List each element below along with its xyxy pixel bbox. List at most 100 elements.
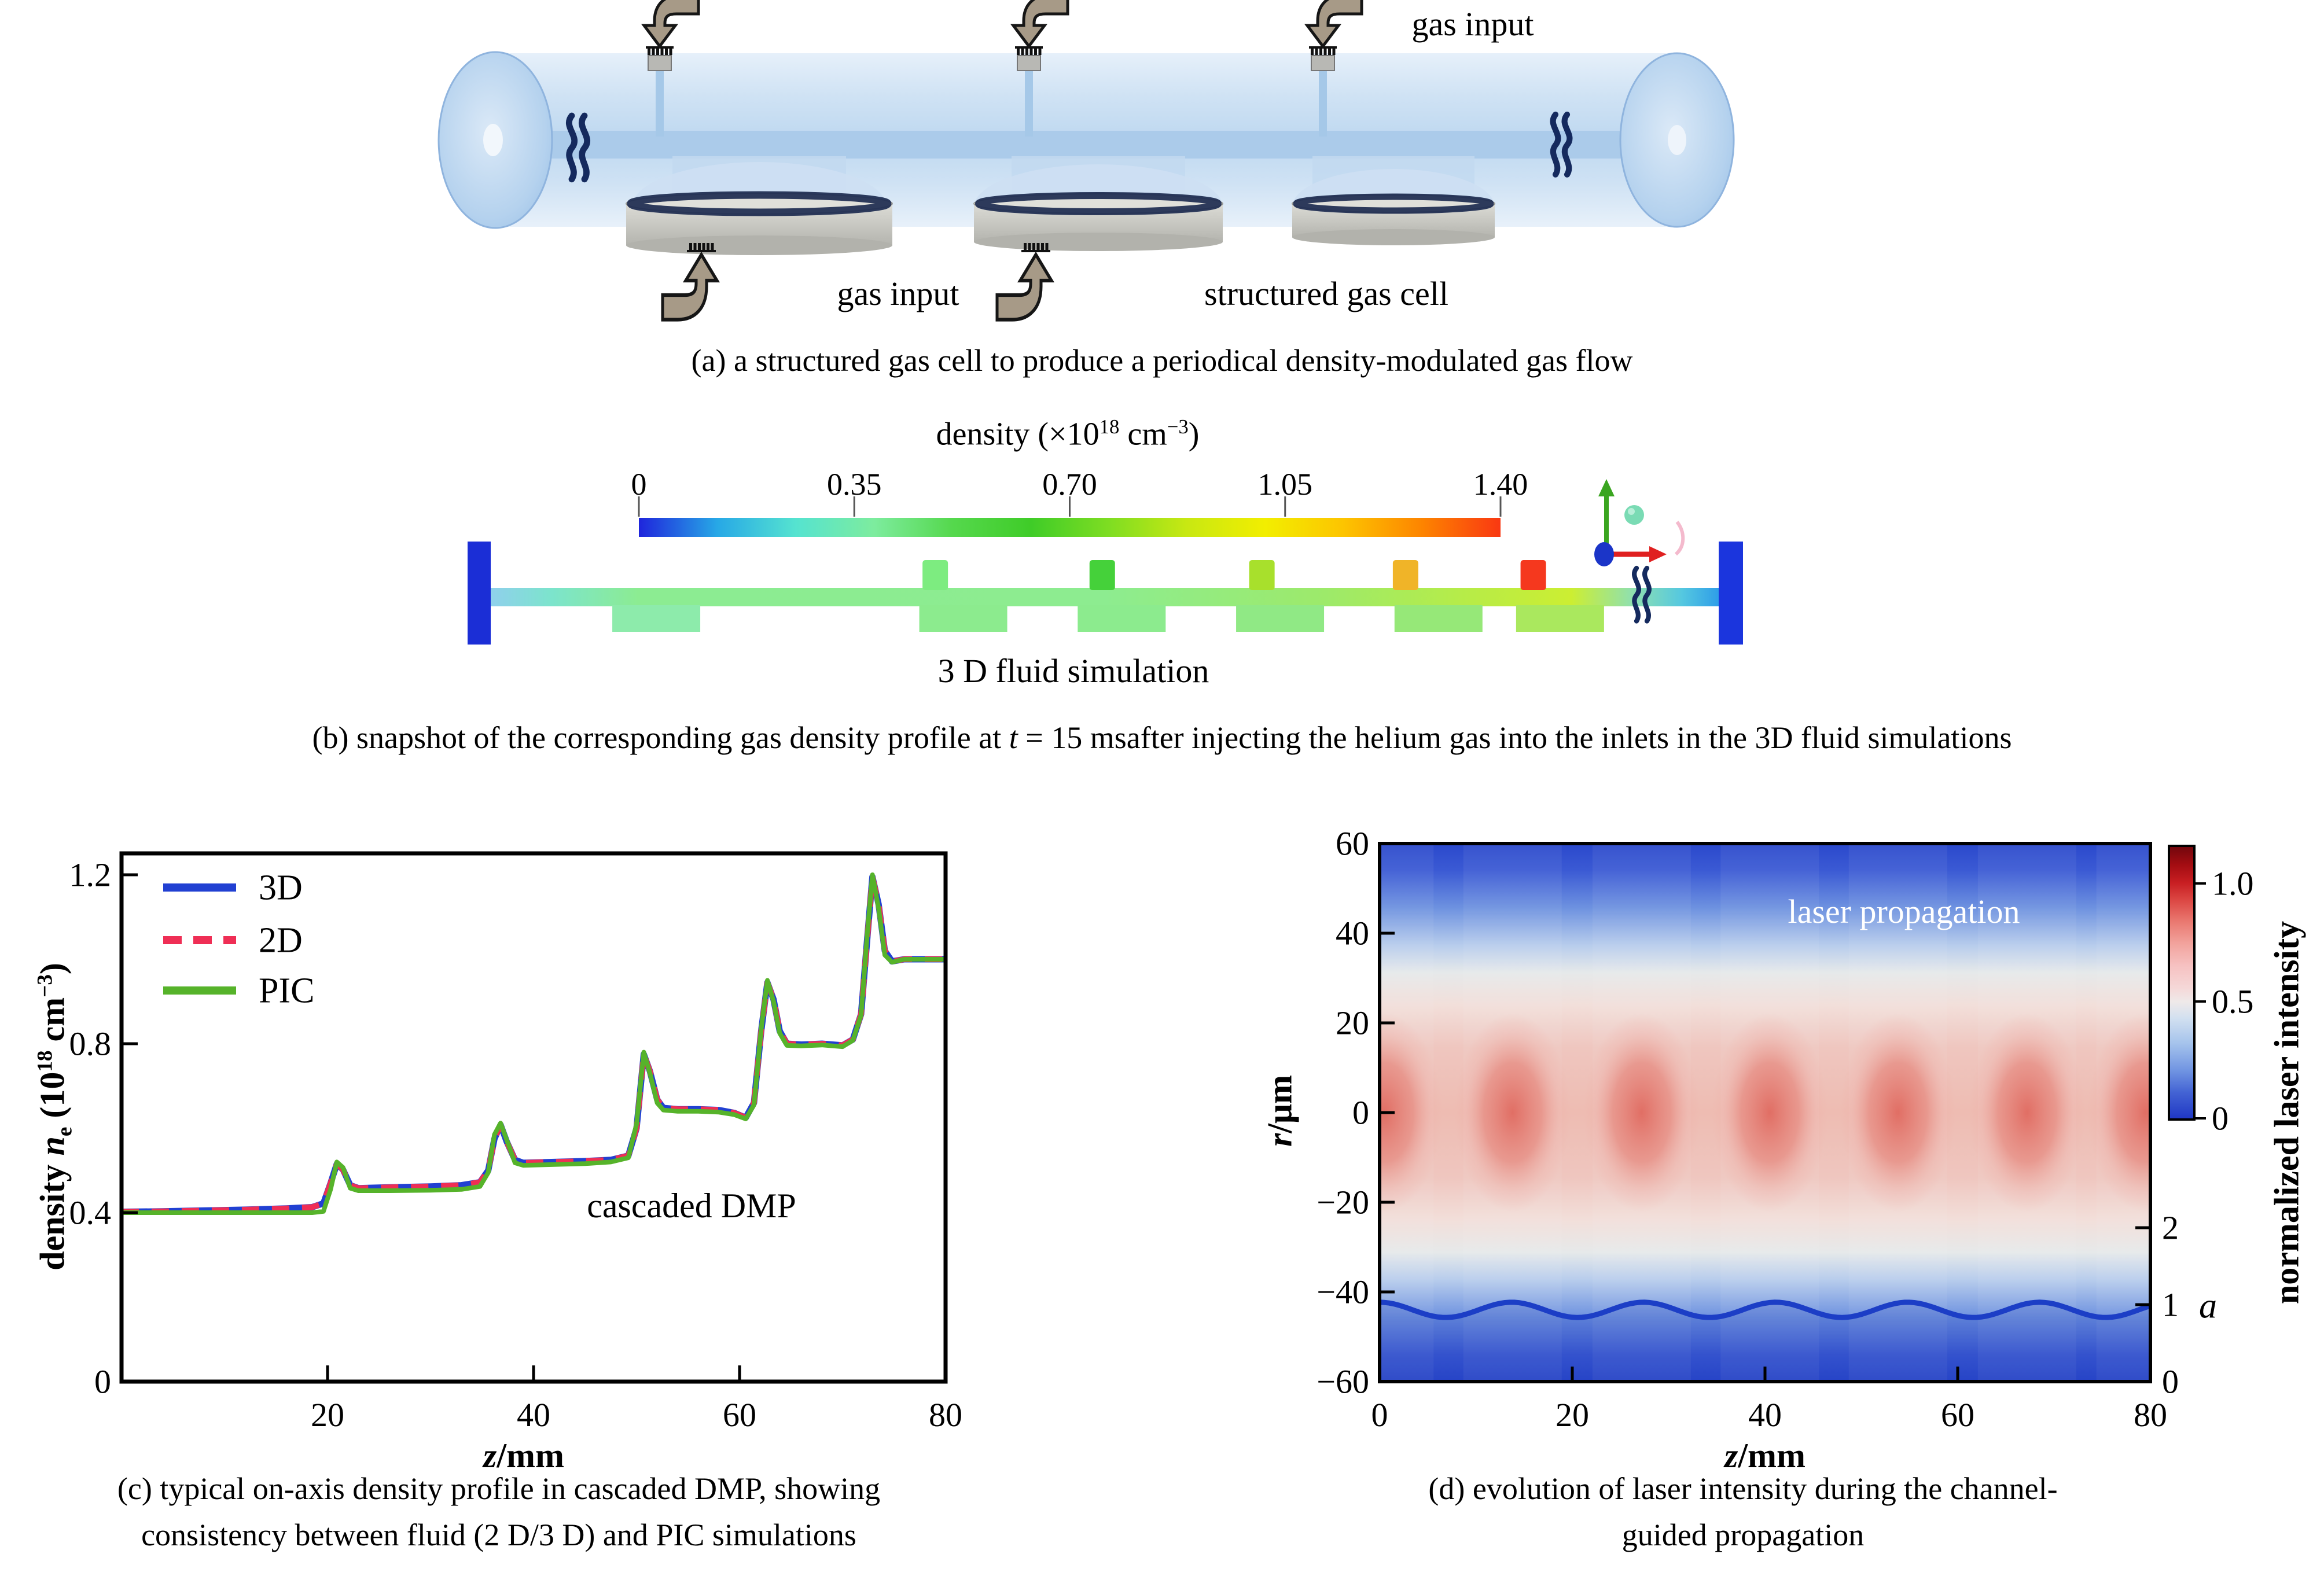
- inlet-tube: [1025, 69, 1033, 137]
- caption-b-var: t: [1009, 720, 1018, 755]
- chart-c-xtick: 80: [929, 1396, 962, 1434]
- density-colorbar-tick: 0.35: [827, 467, 882, 502]
- caption-b: (b) snapshot of the corresponding gas de…: [312, 720, 2012, 756]
- caption-b-pre: (b) snapshot of the corresponding gas de…: [312, 720, 1009, 755]
- laser-colorbar-tick: 1.0: [2212, 864, 2254, 903]
- sim-outlet-notch: [1236, 605, 1325, 632]
- xlabel-c-rest: /mm: [497, 1437, 564, 1475]
- legend-label-3d: 3D: [259, 868, 303, 908]
- legend-sample-3d: [163, 883, 236, 892]
- chart-d-xlabel: z/mm: [1724, 1436, 1805, 1476]
- gas-input-top-label: gas input: [1411, 5, 1534, 43]
- a-axis-tick: 1: [2162, 1286, 2179, 1324]
- gas-input-arrow-up-icon: [997, 255, 1051, 320]
- laser-intensity-blob: [1840, 1013, 1956, 1212]
- laser-colorbar: [2168, 845, 2196, 1121]
- chart-d-xtick: 40: [1748, 1396, 1782, 1434]
- chart-d-xtick: 80: [2134, 1396, 2167, 1434]
- gas-input-arrow-up-icon: [663, 255, 717, 320]
- density-colorbar-tick: 1.05: [1257, 467, 1313, 502]
- ylabel-c-mid2: cm: [33, 997, 72, 1051]
- sim-gas-channel: [491, 588, 1719, 606]
- chart-d-ytick: 0: [1352, 1093, 1369, 1132]
- laser-intensity-blob: [2087, 1013, 2150, 1212]
- density-colorbar-tick: 0: [631, 467, 647, 502]
- gas-input-arrow-down-icon: [644, 0, 698, 46]
- spot-boundary-line: [1380, 1299, 2150, 1320]
- a-axis-label: a: [2199, 1286, 2217, 1326]
- sim-label: 3 D fluid simulation: [937, 652, 1209, 690]
- density-colorbar-tick: 1.40: [1473, 467, 1528, 502]
- ylabel-c-mid: (10: [33, 1071, 72, 1127]
- a-axis-tick: 0: [2162, 1363, 2179, 1401]
- sim-inlet-spike: [1089, 560, 1115, 590]
- chart-d-ytick: −20: [1317, 1183, 1369, 1221]
- laser-colorbar-tick: 0: [2212, 1099, 2229, 1137]
- legend-label-2d: 2D: [259, 920, 303, 960]
- sim-outlet-notch: [919, 605, 1007, 632]
- sim-outlet-notch: [1516, 605, 1604, 632]
- xlabel-c-var: z: [483, 1437, 497, 1475]
- colorbar-title-sup1: 18: [1099, 415, 1120, 438]
- chart-d-xtick: 60: [1941, 1396, 1974, 1434]
- sim-inlet-spike: [1520, 560, 1546, 590]
- chart-c-ytick: 1.2: [69, 856, 112, 894]
- xlabel-d-var: z: [1724, 1437, 1738, 1475]
- chart-c-xtick: 40: [517, 1396, 550, 1434]
- inlet-cap: [648, 55, 672, 71]
- density-colorbar-tick: 0.70: [1042, 467, 1097, 502]
- series-pic: [122, 872, 946, 1215]
- gas-inlet-tubes: [646, 46, 1337, 137]
- chart-c-annotation: cascaded DMP: [587, 1187, 796, 1225]
- a-axis-tick: 2: [2162, 1209, 2179, 1247]
- laser-intensity-heatmap: [1378, 842, 2206, 1383]
- chart-c-ytick: 0.4: [69, 1194, 112, 1232]
- caption-d-line1: (d) evolution of laser intensity during …: [1428, 1471, 2058, 1506]
- colorbar-title-sup2: −3: [1167, 415, 1189, 438]
- xlabel-d-rest: /mm: [1738, 1437, 1805, 1475]
- chart-c-ytick: 0.8: [69, 1025, 112, 1063]
- inlet-tube: [656, 69, 664, 137]
- density-profile-chart: [119, 851, 948, 1384]
- coordinate-axes-icon: [1594, 479, 1685, 566]
- sim-outlet-notch: [1394, 605, 1483, 632]
- legend-sample-2d: [163, 936, 236, 944]
- chart-c-ytick: 0: [94, 1363, 111, 1401]
- laser-intensity-blob: [1454, 1013, 1571, 1212]
- legend-sample-pic: [163, 986, 236, 995]
- sim-outlet-notch: [1078, 605, 1166, 632]
- caption-c-line1: (c) typical on-axis density profile in c…: [117, 1471, 881, 1506]
- tube-end-hole-right: [1668, 125, 1686, 155]
- sim-inlet-spikes: [922, 560, 1546, 590]
- sim-outlet-notches: [612, 605, 1604, 632]
- fluid-sim-panel: [468, 479, 1743, 645]
- ylabel-c-pre: density: [33, 1155, 72, 1271]
- laser-colorbar-label: normalized laser intensity: [2267, 920, 2306, 1305]
- chart-d-ytick: −60: [1317, 1363, 1369, 1401]
- gas-outlet-assemblies: [626, 156, 1495, 255]
- ylabel-c-var: n: [33, 1136, 72, 1156]
- ylabel-c-post: ): [33, 963, 72, 975]
- density-colorbar: [639, 518, 1501, 537]
- chart-c-xlabel: z/mm: [483, 1436, 564, 1476]
- caption-b-post: = 15 msafter injecting the helium gas in…: [1017, 720, 2012, 755]
- gas-flow-arrows: [644, 0, 1362, 320]
- tube-end-hole-left: [483, 124, 503, 156]
- chart-c-xtick: 20: [311, 1396, 344, 1434]
- inlet-cap: [1017, 55, 1041, 71]
- laser-intensity-blob: [1583, 1013, 1700, 1212]
- colorbar-title-post: ): [1188, 416, 1200, 452]
- gas-cell-diagram: [437, 0, 1735, 320]
- ylabel-c-sub: e: [53, 1126, 77, 1137]
- caption-d-line2: guided propagation: [1621, 1518, 1865, 1552]
- colorbar-title-pre: density (×10: [936, 416, 1100, 452]
- density-colorbar-title: density (×1018 cm−3): [936, 415, 1200, 453]
- inlet-cap: [1311, 55, 1335, 71]
- chart-d-ytick: 20: [1336, 1004, 1369, 1042]
- inlet-tube: [1319, 69, 1327, 137]
- colorbar-title-mid: cm: [1119, 416, 1167, 452]
- chart-c-xtick: 60: [723, 1396, 756, 1434]
- sim-inlet-spike: [1392, 560, 1418, 590]
